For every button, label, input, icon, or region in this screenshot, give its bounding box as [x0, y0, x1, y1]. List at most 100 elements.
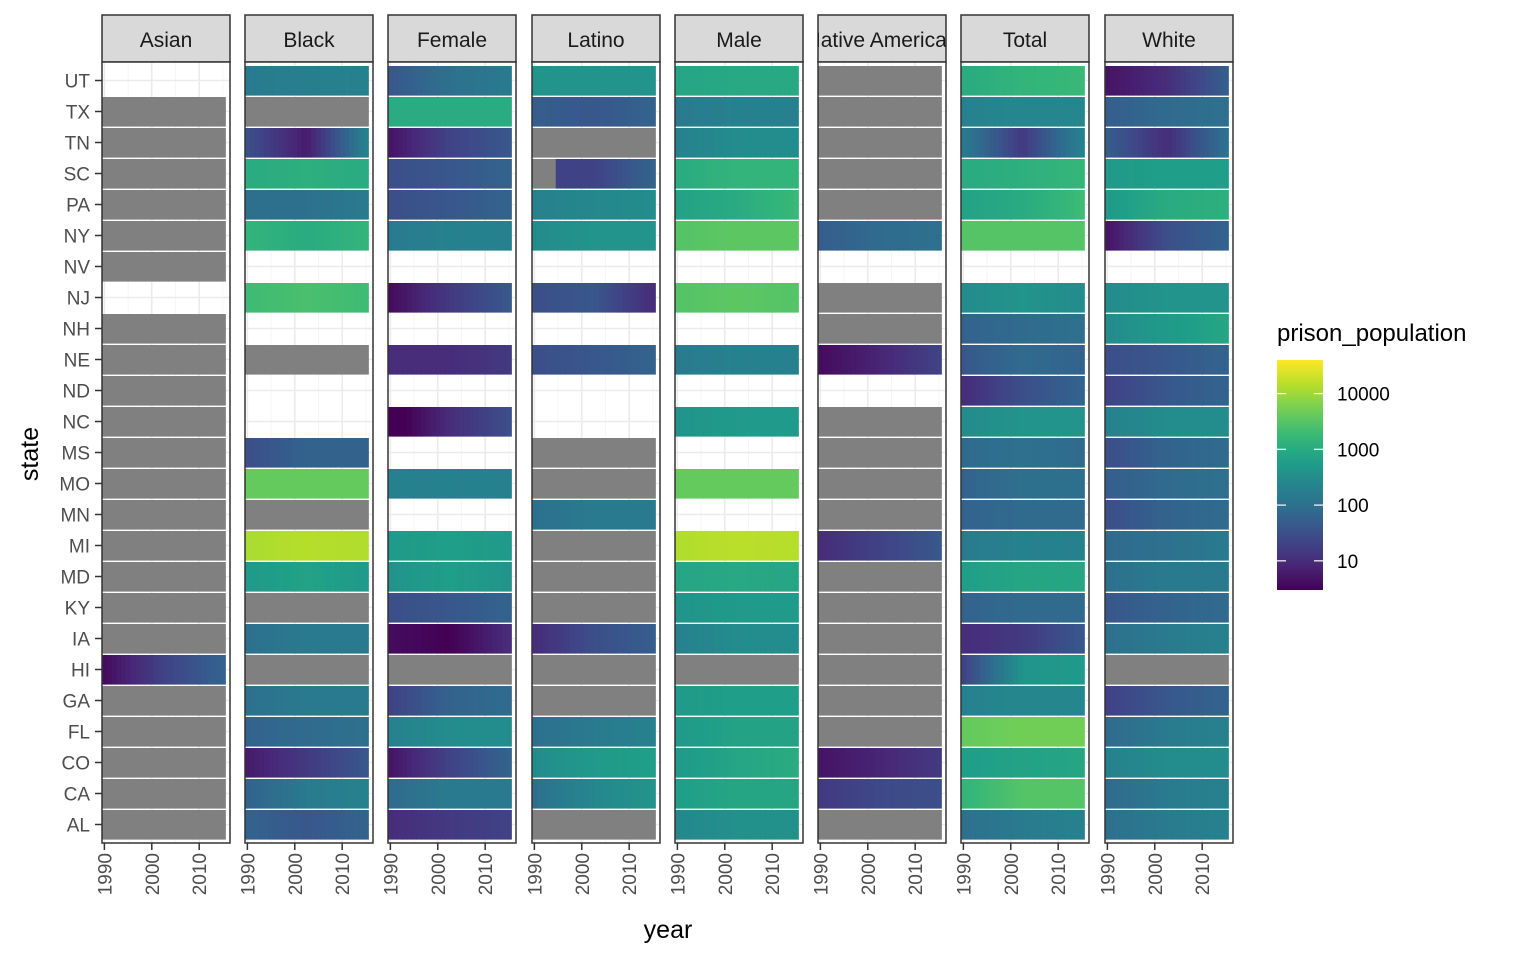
- heatmap-tile: [1214, 748, 1220, 778]
- heatmap-tile: [994, 66, 1000, 96]
- heatmap-tile: [506, 717, 512, 747]
- heatmap-tile: [703, 655, 709, 685]
- heatmap-tile: [532, 345, 538, 375]
- heatmap-tile: [675, 717, 681, 747]
- heatmap-tile: [259, 469, 265, 499]
- heatmap-tile: [320, 779, 327, 809]
- heatmap-tile: [989, 624, 995, 654]
- heatmap-tile: [344, 624, 350, 654]
- heatmap-tile: [727, 221, 733, 251]
- heatmap-tile: [1109, 221, 1116, 251]
- heatmap-tile: [970, 314, 976, 344]
- heatmap-tile: [1199, 686, 1206, 716]
- heatmap-tile: [1218, 748, 1225, 778]
- heatmap-tile: [459, 531, 465, 561]
- heatmap-tile: [574, 438, 581, 468]
- heatmap-tile: [1180, 97, 1187, 127]
- heatmap-tile: [645, 97, 652, 127]
- heatmap-tile: [211, 345, 217, 375]
- heatmap-tile: [473, 345, 479, 375]
- heatmap-tile: [560, 810, 566, 840]
- heatmap-tile: [588, 66, 595, 96]
- heatmap-tile: [273, 66, 279, 96]
- heatmap-tile: [536, 593, 543, 623]
- heatmap-tile: [297, 686, 303, 716]
- heatmap-tile: [541, 345, 547, 375]
- heatmap-tile: [487, 748, 493, 778]
- heatmap-tile: [1105, 345, 1111, 375]
- heatmap-tile: [1180, 376, 1187, 406]
- heatmap-tile: [1214, 469, 1220, 499]
- heatmap-tile: [1123, 469, 1130, 499]
- heatmap-tile: [827, 717, 833, 747]
- heatmap-tile: [454, 717, 460, 747]
- heatmap-tile: [1027, 717, 1033, 747]
- heatmap-tile: [822, 345, 829, 375]
- heatmap-tile: [354, 128, 360, 158]
- heatmap-tile: [612, 624, 618, 654]
- heatmap-tile: [325, 748, 331, 778]
- heatmap-tile: [855, 314, 862, 344]
- heatmap-tile: [550, 531, 557, 561]
- heatmap-tile: [282, 438, 289, 468]
- heatmap-tile: [889, 686, 895, 716]
- heatmap-tile: [245, 190, 251, 220]
- heatmap-tile: [1190, 66, 1196, 96]
- heatmap-tile: [622, 500, 628, 530]
- heatmap-tile: [760, 593, 766, 623]
- heatmap-tile: [603, 469, 609, 499]
- heatmap-tile: [1027, 686, 1033, 716]
- heatmap-tile: [979, 345, 986, 375]
- heatmap-tile: [1022, 345, 1028, 375]
- heatmap-tile: [879, 717, 885, 747]
- heatmap-tile: [425, 190, 432, 220]
- heatmap-tile: [1017, 686, 1024, 716]
- heatmap-tile: [116, 97, 122, 127]
- heatmap-tile: [263, 624, 270, 654]
- heatmap-tile: [116, 779, 122, 809]
- heatmap-tile: [1032, 655, 1038, 685]
- heatmap-tile: [879, 190, 885, 220]
- heatmap-tile: [449, 748, 455, 778]
- heatmap-tile: [1070, 469, 1076, 499]
- heatmap-tile: [1214, 345, 1220, 375]
- heatmap-tile: [755, 531, 761, 561]
- heatmap-tile: [779, 469, 785, 499]
- heatmap-tile: [292, 655, 298, 685]
- heatmap-tile: [851, 221, 857, 251]
- heatmap-tile: [478, 531, 484, 561]
- heatmap-tile: [865, 717, 871, 747]
- heatmap-tile: [220, 252, 226, 282]
- heatmap-tile: [125, 469, 132, 499]
- heatmap-tile: [1199, 624, 1206, 654]
- heatmap-tile: [645, 748, 652, 778]
- heatmap-tile: [1055, 531, 1062, 561]
- heatmap-tile: [1008, 221, 1014, 251]
- heatmap-tile: [444, 469, 451, 499]
- heatmap-tile: [454, 593, 460, 623]
- heatmap-tile: [898, 128, 904, 158]
- heatmap-tile: [282, 562, 289, 592]
- heatmap-tile: [278, 810, 284, 840]
- heatmap-tile: [482, 97, 489, 127]
- heatmap-tile: [1109, 686, 1116, 716]
- heatmap-tile: [1209, 190, 1215, 220]
- heatmap-tile: [1190, 190, 1196, 220]
- heatmap-tile: [106, 469, 113, 499]
- heatmap-tile: [273, 593, 279, 623]
- heatmap-tile: [1013, 469, 1019, 499]
- heatmap-tile: [468, 128, 474, 158]
- heatmap-tile: [220, 593, 226, 623]
- heatmap-tile: [607, 469, 614, 499]
- heatmap-tile: [1105, 779, 1111, 809]
- heatmap-tile: [574, 562, 581, 592]
- heatmap-tile: [769, 345, 776, 375]
- heatmap-tile: [708, 469, 714, 499]
- heatmap-tile: [182, 252, 188, 282]
- heatmap-tile: [879, 748, 885, 778]
- heatmap-tile: [1218, 810, 1225, 840]
- heatmap-tile: [111, 376, 117, 406]
- heatmap-tile: [617, 779, 623, 809]
- heatmap-tile: [607, 190, 614, 220]
- heatmap-tile: [358, 66, 365, 96]
